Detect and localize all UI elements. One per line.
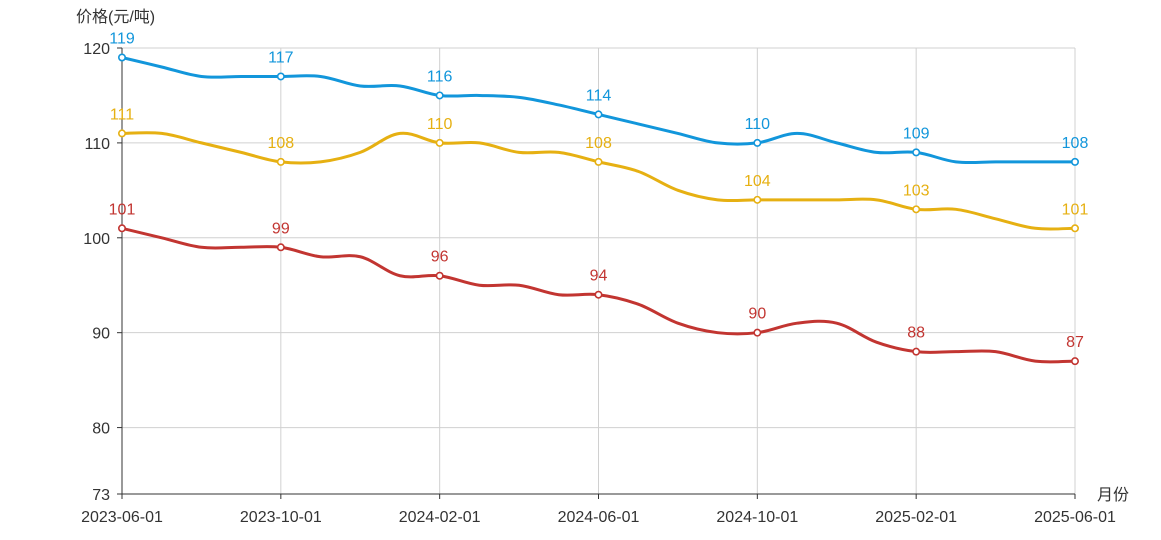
series-blue-data-label: 109 [903, 125, 930, 142]
series-red-data-label: 94 [590, 268, 608, 285]
series-blue-point[interactable] [118, 53, 127, 62]
x-tick-label: 2023-06-01 [81, 509, 163, 526]
series-red-point[interactable] [1071, 357, 1080, 366]
series-blue-point[interactable] [435, 91, 444, 100]
series-blue-point[interactable] [912, 148, 921, 157]
series-red-data-label: 96 [431, 249, 449, 266]
series-layer [118, 53, 1080, 366]
series-yellow-point[interactable] [435, 138, 444, 147]
series-blue-point[interactable] [1071, 157, 1080, 166]
x-tick-label: 2024-06-01 [558, 509, 640, 526]
series-red-point[interactable] [753, 328, 762, 337]
y-tick-label: 90 [92, 326, 110, 343]
x-axis-title: 月份 [1097, 486, 1129, 504]
series-yellow-data-label: 104 [744, 173, 771, 190]
axis-layer: 73 80 90 100 110 120 2023-06-01 2023-10-01 2024-… [81, 41, 1116, 526]
grid-layer [122, 47, 1076, 494]
series-red-data-label: 101 [109, 201, 136, 218]
series-yellow-data-label: 108 [267, 135, 294, 152]
series-yellow-point[interactable] [276, 157, 285, 166]
series-yellow-data-label: 108 [585, 135, 612, 152]
series-blue-data-label: 116 [427, 68, 453, 85]
y-tick-label: 100 [83, 231, 110, 248]
series-yellow-data-label: 110 [427, 116, 453, 133]
y-tick-label: 110 [84, 136, 110, 153]
series-red-point[interactable] [912, 347, 921, 356]
series-yellow-data-label: 101 [1062, 201, 1089, 218]
series-blue-data-label: 117 [268, 49, 294, 66]
series-red-point[interactable] [118, 224, 127, 233]
x-tick-label: 2025-06-01 [1034, 509, 1116, 526]
y-tick-label: 120 [83, 41, 110, 58]
x-tick-label: 2025-02-01 [875, 509, 957, 526]
series-yellow-point[interactable] [912, 205, 921, 214]
series-red-point[interactable] [594, 290, 603, 299]
series-yellow-data-label: 111 [110, 106, 134, 123]
x-tick-label: 2023-10-01 [240, 509, 322, 526]
series-yellow-point[interactable] [594, 157, 603, 166]
series-yellow-point[interactable] [118, 129, 127, 138]
series-red-data-label: 88 [907, 325, 925, 342]
series-red-data-label: 99 [272, 220, 290, 237]
x-tick-label: 2024-02-01 [399, 509, 481, 526]
series-red-data-label: 87 [1066, 334, 1084, 351]
series-blue-point[interactable] [594, 110, 603, 119]
series-red-data-label: 90 [748, 306, 766, 323]
data-label-layer: 119 117 116 114 110 109 108 111 108 110 108 104 103 1… [109, 30, 1089, 351]
series-blue-data-label: 119 [109, 30, 135, 47]
series-yellow-point[interactable] [1071, 224, 1080, 233]
y-axis-title: 价格(元/吨) [76, 8, 155, 26]
series-blue-point[interactable] [753, 138, 762, 147]
series-red-point[interactable] [276, 243, 285, 252]
series-red-point[interactable] [435, 271, 444, 280]
series-yellow-point[interactable] [753, 195, 762, 204]
series-blue-data-label: 110 [745, 116, 771, 133]
series-blue-data-label: 108 [1062, 135, 1089, 152]
series-yellow-data-label: 103 [903, 182, 930, 199]
y-tick-label: 80 [92, 421, 110, 438]
y-tick-label: 73 [92, 487, 110, 504]
series-blue-data-label: 114 [586, 87, 612, 104]
x-tick-label: 2024-10-01 [716, 509, 798, 526]
series-blue-point[interactable] [276, 72, 285, 81]
